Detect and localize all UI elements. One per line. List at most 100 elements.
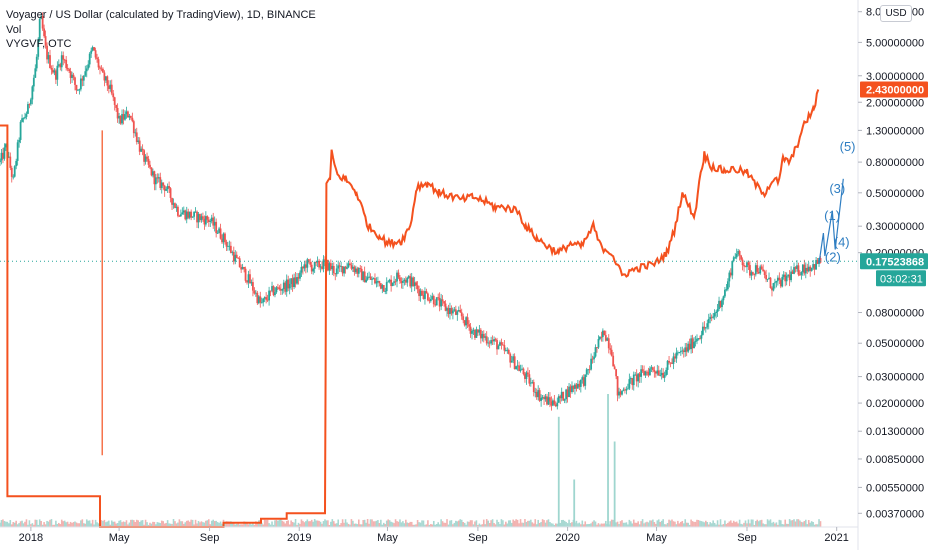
candle-body (134, 132, 137, 134)
candle-body (279, 289, 282, 291)
candle-body (584, 374, 587, 386)
candle-body (812, 264, 815, 268)
candle-body (213, 221, 216, 226)
volume-bar (815, 524, 817, 527)
candle-body (772, 283, 775, 291)
candle-body (388, 279, 391, 282)
candle-body (509, 353, 512, 363)
candle-body (272, 286, 275, 296)
candle-body (460, 312, 463, 317)
candle-body (510, 360, 513, 363)
candle-body (579, 379, 582, 387)
candle-body (787, 274, 790, 277)
candle-body (278, 287, 281, 290)
volume-bar (580, 524, 582, 527)
volume-bar (243, 521, 245, 527)
volume-bar (385, 520, 388, 527)
candle-body (650, 367, 653, 369)
currency-button[interactable]: USD (880, 5, 912, 22)
candle-body (116, 107, 119, 119)
legend-overlay-symbol[interactable]: VYGVF, OTC (6, 38, 72, 50)
time-axis-label: Sep (468, 532, 488, 544)
volume-bar (544, 522, 547, 527)
candle-body (660, 372, 663, 376)
candle-body (328, 263, 331, 271)
volume-bar (381, 524, 384, 527)
candle-body (47, 55, 50, 60)
volume-bar (530, 519, 532, 527)
candle-body (593, 356, 595, 360)
volume-bar (446, 519, 448, 527)
candle-body (194, 211, 197, 213)
candle-body (184, 210, 187, 220)
candle-body (38, 19, 41, 39)
candle-body (29, 99, 32, 105)
volume-bar (150, 523, 153, 527)
candle-body (669, 362, 672, 364)
volume-bar (149, 522, 151, 527)
price-axis-label: 0.08000000 (866, 308, 924, 320)
candle-body (532, 382, 535, 392)
volume-bar (769, 519, 772, 527)
volume-bar (453, 522, 456, 527)
volume-bar (84, 523, 87, 527)
candle-body (454, 309, 457, 315)
volume-bar (247, 524, 250, 527)
candle-body (596, 347, 598, 348)
volume-bar (293, 522, 295, 527)
candle-body (190, 211, 193, 218)
volume-bar (691, 521, 694, 527)
volume-bar (587, 524, 589, 527)
countdown-box (876, 270, 926, 287)
volume-bar (40, 520, 42, 527)
candle-body (624, 389, 626, 391)
candle-body (647, 371, 650, 376)
candle-body (631, 378, 634, 386)
volume-bar (12, 522, 15, 527)
candle-body (99, 67, 101, 69)
candle-body (129, 115, 132, 118)
volume-bar (332, 521, 335, 527)
volume-bar (749, 523, 751, 527)
volume-bar (277, 520, 279, 527)
candle-body (712, 316, 715, 318)
candle-body (2, 152, 4, 159)
volume-bar (722, 524, 725, 527)
volume-bar (199, 522, 201, 527)
volume-bar (647, 522, 650, 527)
price-axis-label: 3.00000000 (866, 71, 924, 83)
candle-body (704, 327, 707, 329)
volume-bar (480, 524, 482, 527)
volume-bar (406, 522, 409, 527)
legend-volume[interactable]: Vol (6, 24, 22, 36)
candle-body (149, 164, 151, 168)
candle-body (304, 264, 307, 268)
volume-bar (138, 521, 141, 527)
candle-body (719, 300, 722, 308)
volume-bar (13, 522, 16, 527)
candle-body (426, 293, 429, 301)
candle-body (521, 368, 523, 370)
volume-bar (553, 524, 556, 527)
candle-body (235, 254, 238, 258)
volume-bar (93, 524, 95, 527)
candle-body (399, 277, 401, 282)
volume-bar (799, 520, 801, 527)
candle-body (760, 266, 763, 270)
volume-bar (75, 522, 78, 527)
volume-bar (549, 522, 551, 527)
volume-bar (144, 519, 147, 527)
volume-bar (760, 519, 763, 527)
candle-body (379, 283, 382, 289)
volume-bar (475, 520, 478, 527)
candle-body (202, 216, 204, 219)
volume-bar (135, 519, 138, 527)
volume-bar (555, 523, 557, 527)
candle-body (82, 75, 85, 81)
candle-body (187, 211, 190, 218)
candle-body (341, 266, 344, 274)
volume-bar (788, 519, 791, 527)
volume-bar (52, 524, 54, 527)
candle-body (816, 260, 819, 264)
